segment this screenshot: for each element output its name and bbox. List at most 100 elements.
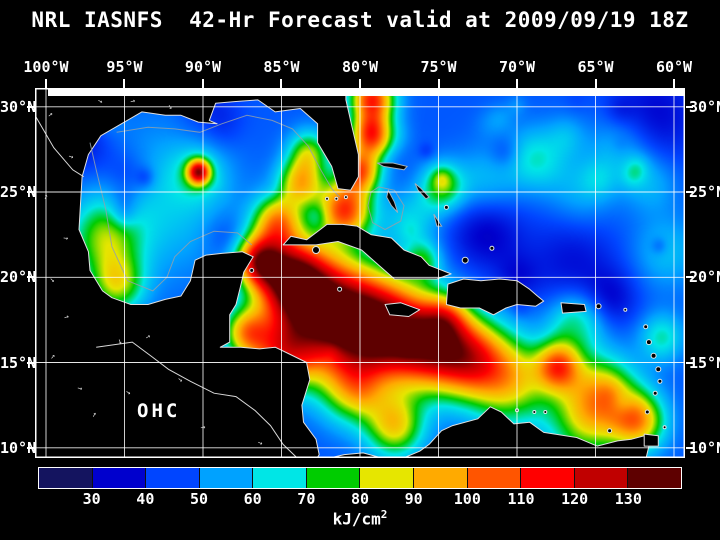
land-mass [643,433,659,447]
lon-tick [516,79,518,88]
lat-tick [686,446,693,449]
island [532,410,537,414]
colorbar-segment [199,468,254,488]
colorbar-tick-label: 40 [136,490,155,508]
bahama-bank [377,162,409,171]
lat-tick [686,191,693,193]
domain-boundary-strip [48,89,685,96]
colorbar [38,467,682,489]
lat-label: 25°N [0,183,37,201]
vector-arrow: → [96,96,105,106]
lat-label: 10°N [0,438,37,457]
vector-arrow: → [48,275,58,285]
island [443,204,449,210]
colorbar-units-exponent: 2 [380,508,388,521]
colorbar-units: kJ/cm2 [0,508,720,528]
land-mass [445,278,545,316]
colorbar-segment [360,468,415,488]
lon-tick [594,79,597,88]
bahama-bank [433,213,443,227]
vector-arrow: → [129,96,136,106]
vector-arrow: → [40,193,50,201]
lon-label: 80°W [341,58,379,76]
colorbar-segment [39,468,93,488]
land-mass [560,302,587,314]
lat-tick [686,276,693,279]
colorbar-tick-label: 100 [453,490,481,508]
map-plot: → → → → → → → → → → → → → → → → → → OHC [35,88,685,458]
colorbar-tick-label: 90 [404,490,423,508]
lat-tick [686,361,693,364]
colorbar-tick-label: 70 [297,490,316,508]
colorbar-tick-label: 130 [614,490,642,508]
colorbar-segment [146,468,200,488]
lat-tick [27,276,34,279]
island [325,196,329,201]
lat-label: 25°N [689,183,720,201]
lon-tick [44,79,47,88]
lon-tick [280,79,283,88]
vector-arrow: → [144,331,153,341]
island [644,409,650,415]
page-title: NRL IASNFS 42-Hr Forecast valid at 2009/… [31,8,689,32]
map-border [35,88,685,458]
island [650,352,657,359]
shelf-contour [89,142,253,292]
lat-label: 30°N [689,97,720,116]
vector-arrow: → [115,338,125,346]
colorbar-segment [467,468,522,488]
island [645,339,652,346]
land-mass [35,88,359,458]
island [461,256,469,264]
lat-label: 10°N [689,438,720,457]
island [337,286,343,292]
colorbar-segment [253,468,307,488]
island [652,390,658,396]
coastline [96,341,298,458]
colorbar-segment [628,468,681,488]
lat-tick [27,446,34,449]
vector-arrow: → [63,233,69,243]
lat-tick [27,361,34,364]
map-overlay-svg: → → → → → → → → → → → → → → → → → → [35,88,685,458]
land-mass [384,302,421,317]
island [312,246,320,254]
vector-arrow: → [165,103,175,112]
colorbar-tick-label: 50 [189,490,209,508]
shelf-contour [367,186,405,231]
island [655,366,662,373]
lon-tick [437,79,440,88]
island [607,428,613,434]
colorbar-units-text: kJ/cm [332,509,381,529]
bahama-bank [414,183,430,200]
vector-arrow: → [46,109,56,119]
lon-label: 70°W [498,58,536,76]
colorbar-tick-label: 80 [350,490,370,508]
lon-tick [123,79,126,88]
lon-label: 85°W [263,58,300,76]
vector-arrow: → [89,410,99,419]
lat-label: 20°N [0,268,37,287]
vector-arrow: → [256,438,264,448]
vector-arrow: → [76,383,83,393]
island [343,195,348,200]
island [595,303,602,310]
vector-arrow: → [67,151,75,161]
lon-tick [673,79,675,88]
lon-label: 90°W [184,58,222,76]
island [657,378,663,384]
lat-label: 20°N [689,268,720,287]
lon-tick [359,79,361,88]
island [249,267,255,273]
lon-label: 100°W [23,58,69,76]
colorbar-segment [414,468,468,488]
vector-arrow: → [176,375,186,385]
colorbar-segment [306,468,361,488]
lat-tick [27,191,34,193]
lon-label: 95°W [106,58,143,76]
colorbar-segment [521,468,575,488]
land-mass [402,406,650,458]
colorbar-tick-labels: 30 40 50 60 70 80 90 100 110 120 130 [38,490,682,508]
lon-label: 75°W [420,58,457,76]
